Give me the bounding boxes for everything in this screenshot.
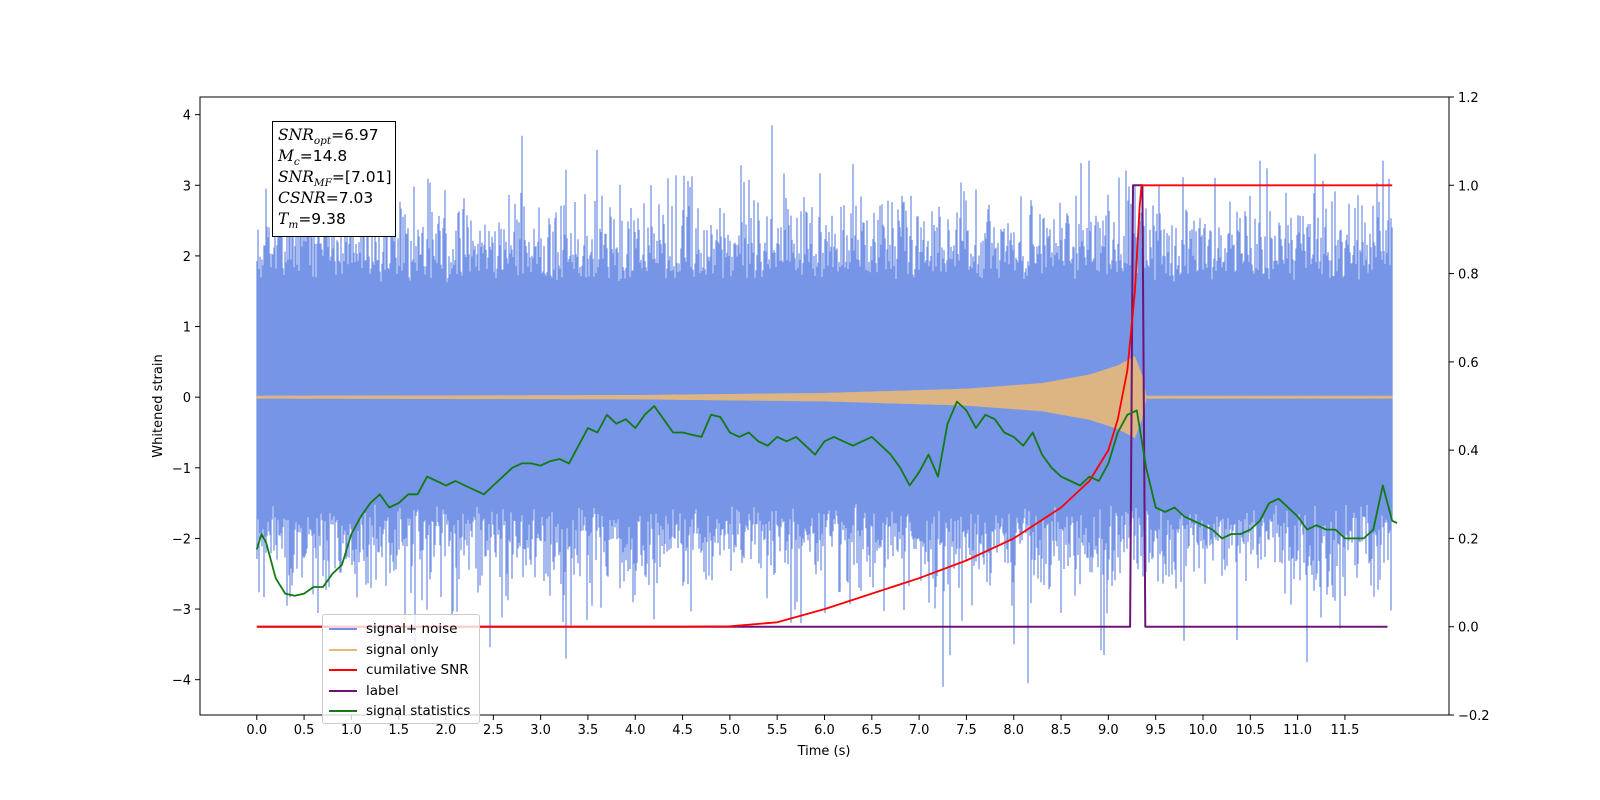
annotation-line: SNRopt=6.97 bbox=[278, 126, 379, 148]
x-axis-ticks: 0.0 0.5 1.0 1.5 2.0 2.5 3.0 3.5 4.0 4.5 5.0 5.5 6.0 6… bbox=[246, 715, 1359, 738]
x-tick-label: 10.0 bbox=[1189, 723, 1218, 738]
x-tick-label: 1.5 bbox=[388, 723, 409, 738]
legend: signal+ noise signal only cumilative SNR la… bbox=[322, 614, 480, 724]
y2-tick-label: 0.8 bbox=[1458, 268, 1479, 283]
x-axis-label: Time (s) bbox=[797, 744, 851, 759]
y2-tick-label: 0.0 bbox=[1458, 621, 1479, 636]
snr-annotation-box: SNRopt=6.97 Mc=14.8 SNRMF=[7.01] CSNR=7.03 T… bbox=[272, 121, 396, 237]
right-axis-series bbox=[255, 184, 1398, 628]
label-line bbox=[256, 184, 1388, 628]
x-tick-label: 0.0 bbox=[246, 723, 267, 738]
x-tick-label: 6.0 bbox=[814, 723, 835, 738]
y-axis-label: Whitened strain bbox=[151, 354, 166, 457]
annotation-line: CSNR=7.03 bbox=[278, 189, 374, 207]
legend-item: signal+ noise bbox=[329, 619, 457, 639]
x-tick-label: 8.5 bbox=[1051, 723, 1072, 738]
y-tick-label: 3 bbox=[183, 179, 191, 194]
y-tick-label: −1 bbox=[172, 462, 191, 477]
x-tick-label: 8.0 bbox=[1003, 723, 1024, 738]
y2-tick-label: 0.6 bbox=[1458, 356, 1479, 371]
y-tick-label: 2 bbox=[183, 250, 191, 265]
x-tick-label: 11.5 bbox=[1330, 723, 1359, 738]
y-tick-label: −4 bbox=[172, 674, 191, 689]
legend-item: signal statistics bbox=[329, 701, 470, 721]
x-tick-label: 11.0 bbox=[1283, 723, 1312, 738]
annotation-line: SNRMF=[7.01] bbox=[278, 168, 392, 190]
legend-item: signal only bbox=[329, 640, 439, 660]
x-tick-label: 5.5 bbox=[767, 723, 788, 738]
annotation-line: Tm=9.38 bbox=[278, 210, 346, 232]
x-tick-label: 6.5 bbox=[861, 723, 882, 738]
legend-label: signal only bbox=[366, 641, 439, 658]
x-tick-label: 3.0 bbox=[530, 723, 551, 738]
legend-label: cumilative SNR bbox=[366, 662, 469, 678]
x-tick-label: 3.5 bbox=[578, 723, 599, 738]
y2-tick-label: −0.2 bbox=[1458, 709, 1490, 724]
y-tick-label: 0 bbox=[183, 391, 191, 406]
legend-swatch bbox=[329, 710, 357, 712]
legend-swatch bbox=[329, 648, 357, 651]
legend-item: cumilative SNR bbox=[329, 660, 469, 680]
legend-swatch bbox=[329, 689, 357, 692]
y-tick-label: −2 bbox=[172, 532, 191, 547]
y2-tick-label: 0.2 bbox=[1458, 532, 1479, 547]
x-tick-label: 9.0 bbox=[1098, 723, 1119, 738]
legend-label: signal statistics bbox=[366, 703, 471, 719]
y2-tick-label: 0.4 bbox=[1458, 444, 1479, 459]
y-tick-label: 4 bbox=[183, 109, 191, 124]
x-tick-label: 9.5 bbox=[1145, 723, 1166, 738]
y-axis-ticks: 4 3 2 1 0 −1 −2 −3 −4 bbox=[172, 109, 200, 689]
legend-swatch bbox=[329, 628, 357, 630]
x-tick-label: 4.0 bbox=[625, 723, 646, 738]
signal-only-series bbox=[256, 356, 1393, 438]
annotation-line: Mc=14.8 bbox=[278, 147, 348, 169]
y-tick-label: −3 bbox=[172, 603, 191, 618]
y2-axis-ticks: 1.2 1.0 0.8 0.6 0.4 0.2 0.0 −0.2 bbox=[1449, 91, 1490, 724]
legend-swatch bbox=[329, 669, 357, 671]
legend-item: label bbox=[329, 681, 399, 701]
x-tick-label: 7.5 bbox=[956, 723, 977, 738]
x-tick-label: 2.5 bbox=[483, 723, 504, 738]
x-tick-label: 1.0 bbox=[341, 723, 362, 738]
legend-label: signal+ noise bbox=[366, 621, 458, 637]
signal-statistics-line bbox=[255, 400, 1398, 597]
signal-noise-line bbox=[256, 125, 1393, 687]
x-tick-label: 10.5 bbox=[1236, 723, 1265, 738]
signal-only-line bbox=[256, 356, 1393, 438]
signal-noise-series bbox=[256, 125, 1393, 687]
x-tick-label: 4.5 bbox=[672, 723, 693, 738]
y2-tick-label: 1.0 bbox=[1458, 179, 1479, 194]
legend-label: label bbox=[366, 682, 399, 699]
x-tick-label: 5.0 bbox=[720, 723, 741, 738]
x-tick-label: 7.0 bbox=[909, 723, 930, 738]
y2-tick-label: 1.2 bbox=[1458, 91, 1479, 106]
cumulative-snr-line bbox=[256, 184, 1393, 628]
x-tick-label: 2.0 bbox=[436, 723, 457, 738]
y-tick-label: 1 bbox=[183, 321, 191, 336]
x-tick-label: 0.5 bbox=[294, 723, 315, 738]
